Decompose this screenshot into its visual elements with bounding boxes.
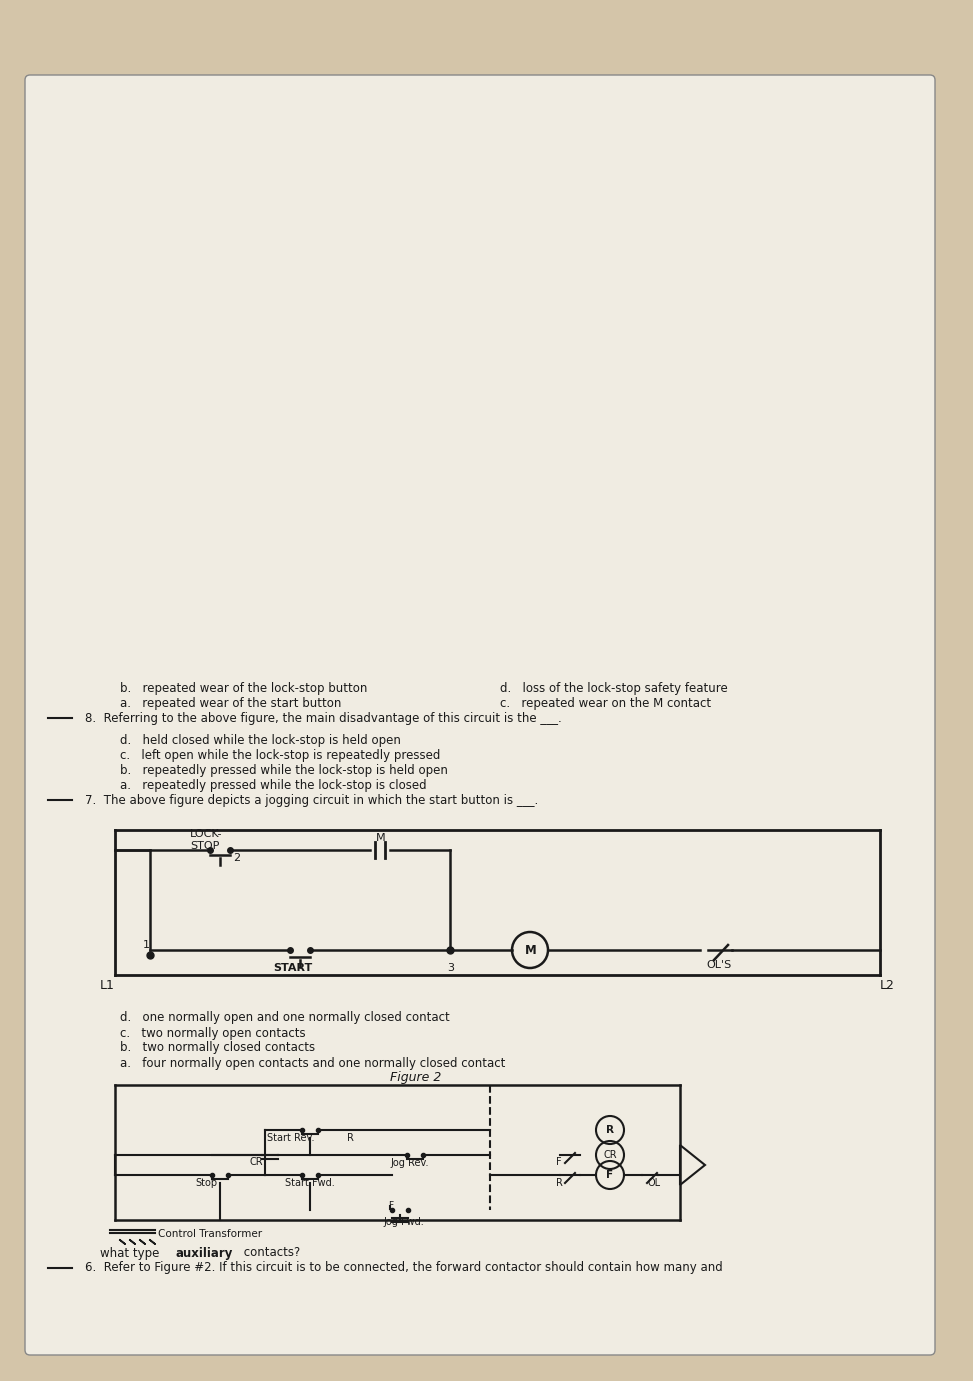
Text: d.   one normally open and one normally closed contact: d. one normally open and one normally cl… (120, 1011, 450, 1025)
Text: Control Transformer: Control Transformer (158, 1229, 262, 1239)
Text: CR: CR (604, 1150, 618, 1160)
Text: R: R (556, 1178, 562, 1188)
Text: M: M (376, 833, 385, 842)
Text: 6.  Refer to Figure #2. If this circuit is to be connected, the forward contacto: 6. Refer to Figure #2. If this circuit i… (85, 1261, 723, 1275)
Text: b.   repeated wear of the lock-stop button: b. repeated wear of the lock-stop button (120, 681, 368, 695)
Text: contacts?: contacts? (240, 1247, 301, 1259)
Text: a.   four normally open contacts and one normally closed contact: a. four normally open contacts and one n… (120, 1056, 505, 1069)
Text: auxiliary: auxiliary (176, 1247, 234, 1259)
Text: b.   two normally closed contacts: b. two normally closed contacts (120, 1041, 315, 1055)
Text: OL'S: OL'S (706, 960, 732, 969)
Text: L2: L2 (880, 979, 895, 992)
Text: L1: L1 (100, 979, 115, 992)
Text: LOCK-
STOP: LOCK- STOP (190, 829, 223, 851)
Text: b.   repeatedly pressed while the lock-stop is held open: b. repeatedly pressed while the lock-sto… (120, 764, 448, 776)
Text: F: F (388, 1200, 393, 1210)
Text: Stop: Stop (195, 1178, 217, 1188)
Text: c.   two normally open contacts: c. two normally open contacts (120, 1026, 306, 1040)
Text: d.   loss of the lock-stop safety feature: d. loss of the lock-stop safety feature (500, 681, 728, 695)
Text: what type: what type (100, 1247, 163, 1259)
Text: 2: 2 (233, 853, 240, 863)
Text: R: R (347, 1132, 354, 1143)
Text: 7.  The above figure depicts a jogging circuit in which the start button is ___.: 7. The above figure depicts a jogging ci… (85, 794, 538, 807)
Text: 8.  Referring to the above figure, the main disadvantage of this circuit is the : 8. Referring to the above figure, the ma… (85, 711, 561, 725)
Text: OL: OL (648, 1178, 661, 1188)
Text: F: F (556, 1157, 561, 1167)
FancyBboxPatch shape (25, 75, 935, 1355)
Text: d.   held closed while the lock-stop is held open: d. held closed while the lock-stop is he… (120, 733, 401, 747)
Text: F: F (606, 1170, 613, 1179)
Text: Figure 2: Figure 2 (390, 1072, 442, 1084)
Text: c.   left open while the lock-stop is repeatedly pressed: c. left open while the lock-stop is repe… (120, 749, 441, 761)
Text: Start Rev.: Start Rev. (267, 1132, 314, 1143)
Text: 3: 3 (447, 963, 454, 974)
Text: Jog Fwd.: Jog Fwd. (383, 1217, 424, 1226)
Text: c.   repeated wear on the M contact: c. repeated wear on the M contact (500, 696, 711, 710)
Text: CR: CR (250, 1157, 264, 1167)
Text: a.   repeatedly pressed while the lock-stop is closed: a. repeatedly pressed while the lock-sto… (120, 779, 426, 791)
Text: 1: 1 (143, 940, 150, 950)
Text: START: START (273, 963, 312, 974)
Text: Jog Rev.: Jog Rev. (390, 1159, 428, 1168)
Text: a.   repeated wear of the start button: a. repeated wear of the start button (120, 696, 342, 710)
Text: R: R (606, 1126, 614, 1135)
Text: M: M (525, 943, 537, 957)
Text: Start Fwd.: Start Fwd. (285, 1178, 335, 1188)
